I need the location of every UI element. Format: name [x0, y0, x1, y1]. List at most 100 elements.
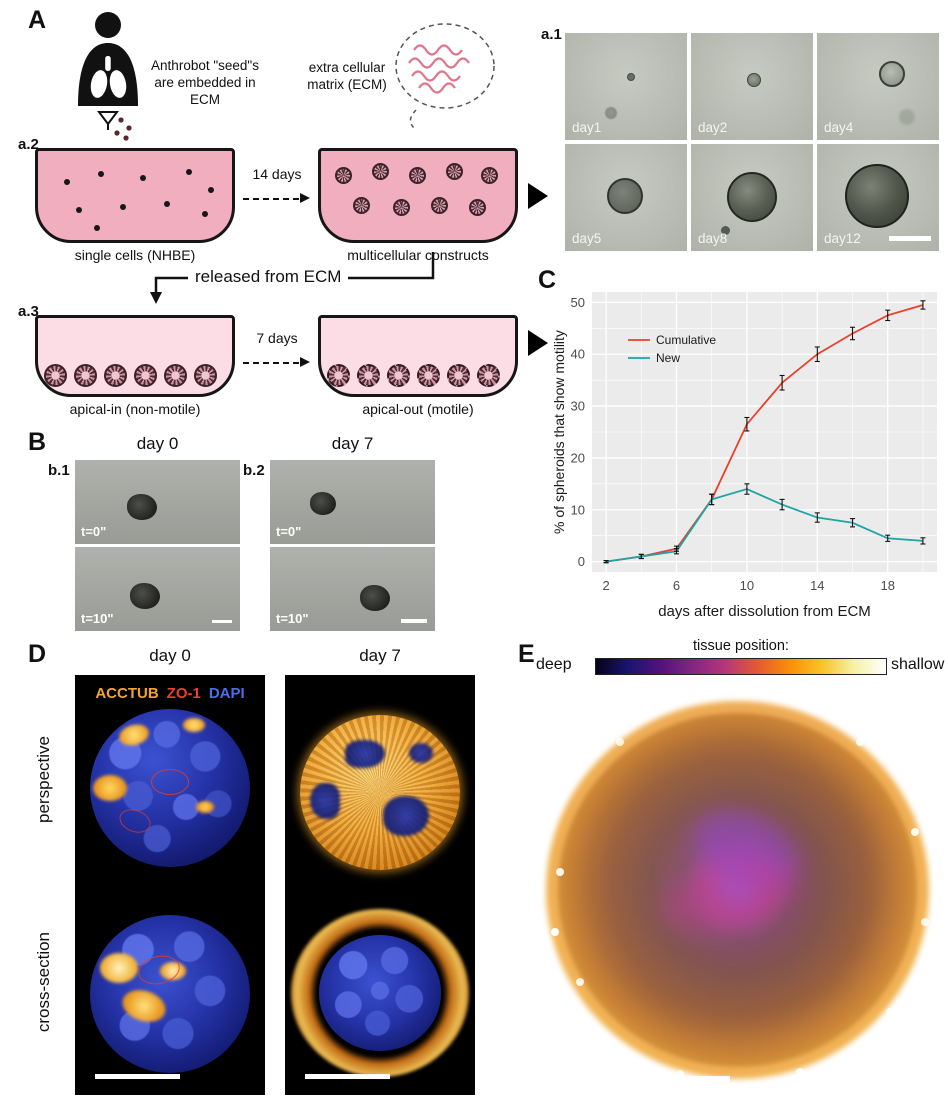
tissue-position-colorbar [595, 658, 887, 675]
dish1-caption: single cells (NHBE) [74, 247, 196, 263]
human-lungs-icon [78, 12, 138, 141]
anthrobot-apical-in-icon [74, 364, 97, 387]
confocal-panel-day7 [285, 675, 475, 1095]
timelapse-day7: t=0" t=10" [270, 460, 435, 634]
micrograph-day4: day4 [817, 33, 939, 140]
x-axis-title: days after dissolution from ECM [658, 603, 871, 620]
anthrobot-apical-out-icon [447, 364, 470, 387]
svg-text:50: 50 [571, 295, 585, 310]
a1-label: a.1 [541, 26, 562, 43]
ecm-caption: extra cellular matrix (ECM) [307, 60, 387, 92]
cell-dot [120, 204, 126, 210]
frame-day7-t10: t=10" [270, 547, 435, 631]
anthrobot-icon [335, 167, 352, 184]
anthrobot-icon [431, 197, 448, 214]
micrograph-day2: day2 [691, 33, 813, 140]
scale-bar [95, 1074, 180, 1079]
legend-cumulative: Cumulative [656, 333, 716, 347]
anthrobot-apical-out-icon [327, 364, 350, 387]
colorbar-min-label: deep [536, 656, 572, 673]
ecm-bubble-icon [395, 23, 495, 129]
b1-label: b.1 [48, 462, 70, 479]
spheroid-day7-perspective [300, 715, 460, 870]
cell-dot [98, 171, 104, 177]
dish3-caption: apical-in (non-motile) [69, 401, 201, 417]
anthrobot-apical-in-icon [164, 364, 187, 387]
series-cumulative [605, 304, 924, 563]
dish4-bots [321, 318, 515, 394]
arrow-7-days [243, 357, 310, 367]
spheroid-day7-cross-section [291, 909, 469, 1077]
anthrobot-apical-out-icon [387, 364, 410, 387]
scale-bar [555, 1076, 730, 1082]
row-title-cross-section: cross-section [34, 932, 53, 1033]
anthrobot-apical-out-icon [417, 364, 440, 387]
anthrobot-icon [353, 197, 370, 214]
panel-d-label: D [28, 640, 47, 668]
dish-single-cells [35, 148, 235, 243]
confocal-panel-day0: ACCTUB ZO-1 DAPI [75, 675, 265, 1095]
dish-apical-out [318, 315, 518, 397]
stain-label-acctub: ACCTUB [95, 685, 159, 702]
cell-dot [164, 201, 170, 207]
svg-text:18: 18 [880, 578, 894, 593]
dish-multicellular [318, 148, 518, 243]
anthrobot-icon [481, 167, 498, 184]
frame-day0-t10: t=10" [75, 547, 240, 631]
micrograph-day5: day5 [565, 144, 687, 251]
scale-bar [401, 619, 427, 623]
duration1-label: 14 days [252, 166, 302, 182]
depth-coded-spheroid [540, 695, 935, 1085]
d-day0-title: day 0 [149, 646, 191, 665]
dish1-cells [38, 151, 232, 240]
panel-c-label: C [538, 266, 557, 294]
b-day0-title: day 0 [136, 434, 179, 453]
anthrobot-apical-in-icon [194, 364, 217, 387]
stain-label-dapi: DAPI [208, 685, 245, 702]
arrow-14-days [243, 193, 310, 203]
d-day7-title: day 7 [359, 646, 401, 665]
colorbar-title: tissue position: [693, 638, 789, 654]
micrograph-day8: day8 [691, 144, 813, 251]
timelapse-day0: t=0" t=10" [75, 460, 240, 634]
anthrobot-icon [393, 199, 410, 216]
stain-legend: ACCTUB ZO-1 DAPI [75, 685, 265, 702]
anthrobot-apical-in-icon [44, 364, 67, 387]
dish3-bots [38, 318, 232, 394]
pointer-triangle-a1-icon [528, 183, 548, 209]
micrograph-grid: day1 day2 day4 day5 day8 day12 [565, 33, 939, 251]
anthrobot-icon [469, 199, 486, 216]
dish2-caption: multicellular constructs [347, 247, 489, 263]
colorbar-max-label: shallow [891, 656, 945, 673]
a3-label: a.3 [18, 303, 39, 320]
anthrobot-apical-out-icon [477, 364, 500, 387]
cell-dot [202, 211, 208, 217]
motility-chart: 0 10 20 30 40 50 2 6 10 14 18 days after dissolutio… [552, 292, 937, 620]
scale-bar [212, 620, 232, 623]
anthrobot-apical-out-icon [357, 364, 380, 387]
y-axis-title: % of spheroids that show motility [552, 330, 567, 534]
released-label: released from ECM [188, 267, 349, 287]
cell-dot [94, 225, 100, 231]
scale-bar [305, 1074, 390, 1079]
svg-text:14: 14 [810, 578, 824, 593]
svg-text:20: 20 [571, 450, 585, 465]
spheroid-day0-perspective [90, 709, 250, 867]
cell-dot [208, 187, 214, 193]
spheroid-day0-cross-section [90, 915, 250, 1073]
frame-day0-t0: t=0" [75, 460, 240, 544]
legend-new: New [656, 351, 680, 365]
svg-text:30: 30 [571, 399, 585, 414]
panel-b-label: B [28, 428, 47, 456]
dish-apical-in [35, 315, 235, 397]
a2-label: a.2 [18, 136, 39, 153]
anthrobot-apical-in-icon [134, 364, 157, 387]
panel-a-label: A [28, 6, 47, 34]
micrograph-day1: day1 [565, 33, 687, 140]
svg-text:0: 0 [578, 554, 585, 569]
duration2-label: 7 days [256, 330, 298, 346]
series-new [605, 488, 923, 563]
anthrobot-apical-in-icon [104, 364, 127, 387]
cell-dot [64, 179, 70, 185]
svg-text:6: 6 [673, 578, 680, 593]
